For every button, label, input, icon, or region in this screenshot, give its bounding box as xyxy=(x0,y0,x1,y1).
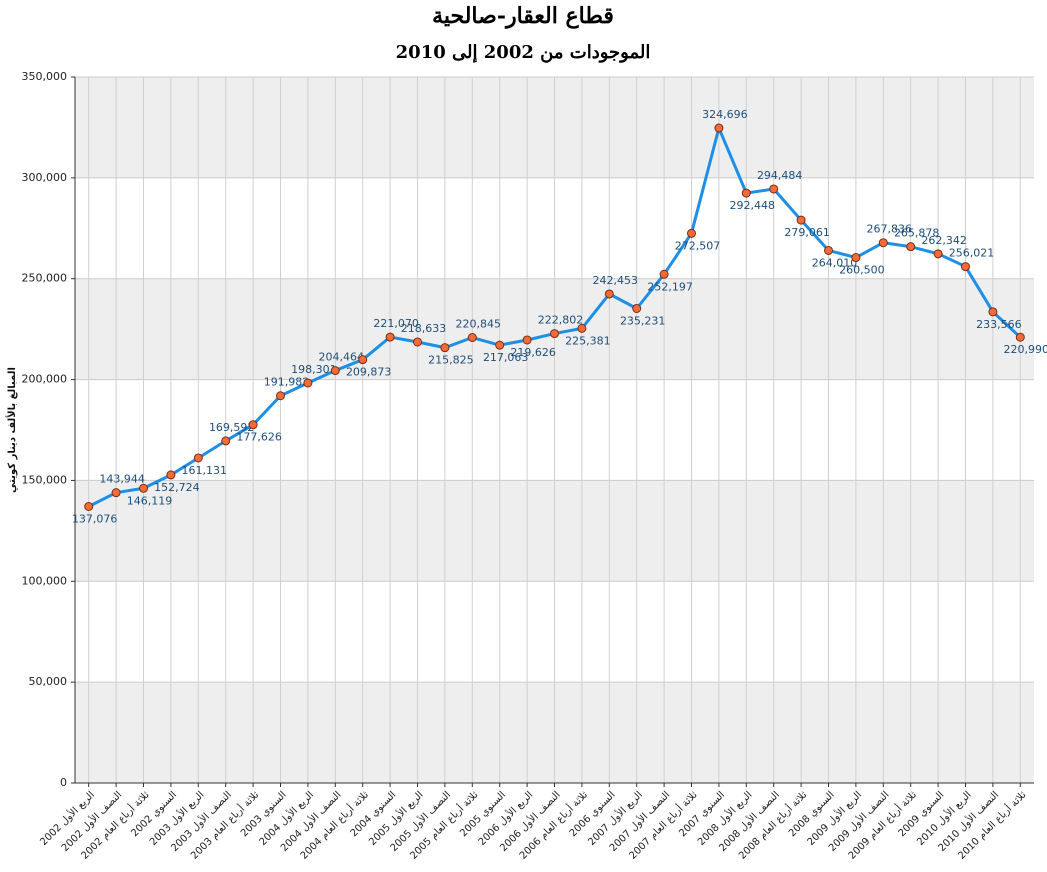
value-label: 218,633 xyxy=(401,322,447,335)
value-label: 294,484 xyxy=(757,169,803,182)
y-tick-label: 100,000 xyxy=(22,574,68,587)
value-label: 267,836 xyxy=(867,223,913,236)
marker xyxy=(330,366,340,376)
marker xyxy=(1015,332,1025,342)
marker xyxy=(522,335,532,345)
marker xyxy=(878,238,888,248)
value-label: 198,301 xyxy=(291,363,337,376)
value-label: 256,021 xyxy=(949,247,995,260)
marker xyxy=(303,378,313,388)
y-tick-label: 300,000 xyxy=(22,171,68,184)
value-label: 161,131 xyxy=(182,464,228,477)
marker xyxy=(741,188,751,198)
marker xyxy=(851,253,861,263)
value-label: 220,845 xyxy=(456,318,502,331)
marker xyxy=(139,483,148,493)
marker xyxy=(276,391,285,401)
marker xyxy=(495,340,505,350)
value-label: 272,507 xyxy=(675,239,721,252)
marker xyxy=(632,304,642,314)
value-label: 324,696 xyxy=(702,108,748,121)
value-label: 252,197 xyxy=(647,280,693,293)
y-tick-label: 350,000 xyxy=(22,70,68,83)
value-label: 204,464 xyxy=(319,351,365,364)
marker xyxy=(111,488,121,498)
y-tick-label: 200,000 xyxy=(22,373,68,386)
value-label: 264,010 xyxy=(812,256,858,269)
marker xyxy=(84,501,94,511)
value-label: 225,381 xyxy=(565,334,611,347)
marker xyxy=(714,123,724,133)
value-label: 152,724 xyxy=(154,481,200,494)
value-label: 262,342 xyxy=(921,234,967,247)
marker xyxy=(440,343,450,353)
marker xyxy=(413,337,422,347)
marker xyxy=(385,332,395,342)
y-tick-label: 50,000 xyxy=(29,675,68,688)
value-label: 169,592 xyxy=(209,421,255,434)
value-label: 217,063 xyxy=(483,351,529,364)
marker xyxy=(550,329,559,339)
value-label: 220,990 xyxy=(1004,343,1047,356)
y-tick-label: 150,000 xyxy=(22,473,68,486)
value-label: 265,878 xyxy=(894,227,940,240)
marker xyxy=(988,307,998,317)
marker xyxy=(824,245,833,255)
value-label: 221,070 xyxy=(373,317,419,330)
marker xyxy=(604,289,614,299)
marker xyxy=(221,436,231,446)
value-label: 242,453 xyxy=(593,274,639,287)
value-label: 191,982 xyxy=(264,376,310,389)
chart-subtitle: الموجودات من 2002 إلى 2010 xyxy=(396,42,651,63)
marker xyxy=(248,420,258,430)
value-label: 137,076 xyxy=(72,512,118,525)
marker xyxy=(577,323,587,333)
marker xyxy=(467,333,477,343)
marker xyxy=(796,215,806,225)
marker xyxy=(687,228,696,238)
y-tick-label: 0 xyxy=(60,776,67,789)
marker xyxy=(659,269,669,279)
y-tick-label: 250,000 xyxy=(22,272,68,285)
value-label: 219,626 xyxy=(510,346,556,359)
value-label: 215,825 xyxy=(428,354,474,367)
marker xyxy=(769,184,779,194)
value-label: 146,119 xyxy=(127,494,173,507)
marker xyxy=(358,355,368,365)
value-label: 222,802 xyxy=(538,314,584,327)
marker xyxy=(933,249,943,259)
value-label: 143,944 xyxy=(99,473,145,486)
marker xyxy=(193,453,203,463)
value-label: 279,061 xyxy=(784,226,830,239)
value-label: 292,448 xyxy=(730,199,776,212)
marker xyxy=(961,262,970,272)
chart-title: قطاع العقار-صالحية xyxy=(432,3,614,29)
value-label: 233,566 xyxy=(976,318,1022,331)
value-label: 177,626 xyxy=(236,431,282,444)
value-label: 235,231 xyxy=(620,315,666,328)
marker xyxy=(906,242,916,252)
marker xyxy=(166,470,176,480)
value-label: 209,873 xyxy=(346,366,392,379)
value-label: 260,500 xyxy=(839,264,885,277)
y-axis-title: المبالغ بالألف دينار كويتي xyxy=(5,367,18,493)
